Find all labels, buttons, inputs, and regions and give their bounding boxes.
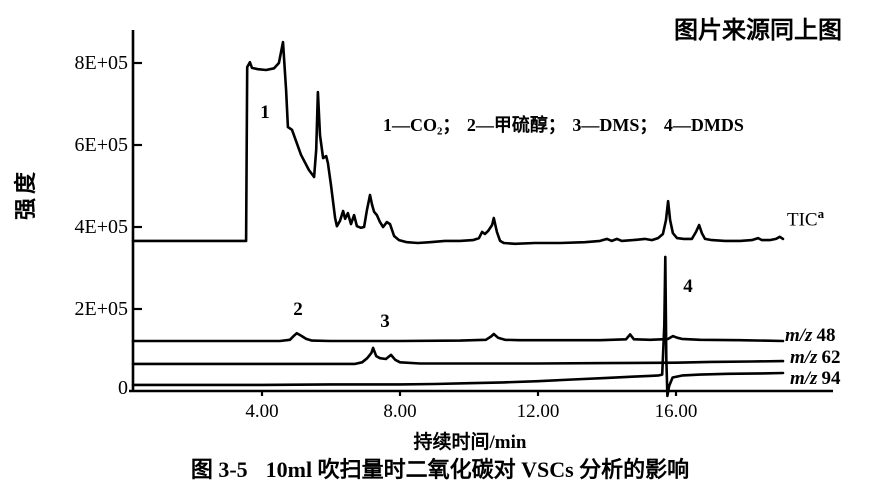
peak-label-3: 3 [380, 311, 390, 332]
x-tick-label-12: 12.00 [516, 401, 560, 422]
x-tick-label-16: 16.00 [654, 401, 698, 422]
peak-label-1: 1 [260, 102, 270, 123]
y-tick-label-2e05: 2E+05 [74, 298, 129, 320]
mz62-value: 62 [821, 347, 841, 368]
trace-label-mz48: m/z 48 [785, 325, 835, 346]
tic-text: TIC [787, 209, 818, 231]
source-note: 图片来源同上图 [674, 17, 842, 44]
mz48-prefix: m/z [785, 325, 813, 346]
tic-superscript: a [817, 206, 825, 221]
figure-caption: 图 3-5 10ml 吹扫量时二氧化碳对 VSCs 分析的影响 [90, 452, 790, 484]
trace-mz94 [131, 255, 785, 398]
caption-text: 10ml 吹扫量时二氧化碳对 VSCs 分析的影响 [265, 457, 690, 482]
trace-label-mz94: m/z 94 [790, 368, 840, 389]
y-tick-label-6e05: 6E+05 [74, 134, 129, 156]
mz62-prefix: m/z [790, 347, 818, 368]
peak-legend: 1—CO₂； 2—甲硫醇； 3—DMS； 4—DMDS [383, 115, 744, 135]
y-tick-label-8e05: 8E+05 [74, 52, 129, 74]
trace-mz62 [131, 346, 785, 366]
y-tick-label-4e05: 4E+05 [74, 216, 129, 238]
mz94-prefix: m/z [790, 368, 818, 389]
trace-tic [131, 40, 785, 246]
trace-mz48 [131, 331, 785, 343]
mz48-value: 48 [816, 325, 836, 346]
peak-label-2: 2 [293, 299, 303, 320]
caption-number: 图 3-5 [190, 457, 248, 482]
peak-label-4: 4 [683, 276, 693, 297]
x-axis-title: 持续时间/min [413, 432, 527, 453]
y-tick-label-0: 0 [118, 377, 128, 399]
x-tick-label-4: 4.00 [245, 401, 279, 422]
mz94-value: 94 [821, 368, 841, 389]
trace-label-mz62: m/z 62 [790, 347, 840, 368]
x-tick-label-8: 8.00 [383, 401, 417, 422]
trace-label-tic: TICa [787, 203, 824, 230]
